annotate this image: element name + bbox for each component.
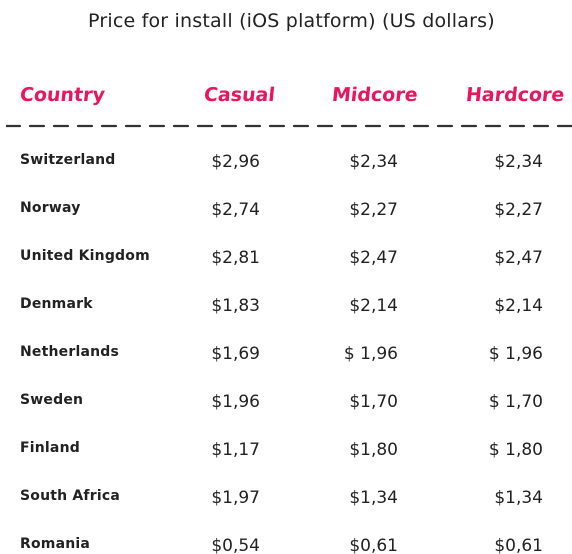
casual-price-cell: $1,17 xyxy=(211,440,260,460)
country-cell: Sweden xyxy=(20,392,84,408)
hardcore-price-cell: $0,61 xyxy=(494,536,543,554)
table-row: Sweden $1,96 $1,70 $ 1,70 xyxy=(0,392,572,432)
hardcore-price-cell: $2,34 xyxy=(494,152,543,172)
hardcore-price-cell: $2,47 xyxy=(494,248,543,268)
hardcore-price-cell: $ 1,80 xyxy=(488,440,543,460)
table-row: Switzerland $2,96 $2,34 $2,34 xyxy=(0,152,572,192)
country-cell: Romania xyxy=(20,536,91,552)
country-cell: United Kingdom xyxy=(20,248,150,264)
table-row: Norway $2,74 $2,27 $2,27 xyxy=(0,200,572,240)
table-row: Romania $0,54 $0,61 $0,61 xyxy=(0,536,572,554)
midcore-price-cell: $2,27 xyxy=(349,200,398,220)
table-row: Finland $1,17 $1,80 $ 1,80 xyxy=(0,440,572,480)
table-row: Netherlands $1,69 $ 1,96 $ 1,96 xyxy=(0,344,572,384)
hardcore-price-cell: $ 1,70 xyxy=(488,392,543,412)
hardcore-price-cell: $2,14 xyxy=(494,296,543,316)
midcore-price-cell: $2,14 xyxy=(349,296,398,316)
country-cell: Finland xyxy=(20,440,80,456)
midcore-price-cell: $ 1,96 xyxy=(343,344,398,364)
country-cell: Switzerland xyxy=(20,152,116,168)
hardcore-price-cell: $2,27 xyxy=(494,200,543,220)
dashed-divider xyxy=(6,124,572,128)
table-row: United Kingdom $2,81 $2,47 $2,47 xyxy=(0,248,572,288)
country-cell: Denmark xyxy=(20,296,93,312)
country-cell: Netherlands xyxy=(20,344,120,360)
midcore-price-cell: $1,70 xyxy=(349,392,398,412)
header-country: Country xyxy=(18,84,107,106)
table-title: Price for install (iOS platform) (US dol… xyxy=(88,10,495,32)
header-midcore: Midcore xyxy=(330,84,419,106)
casual-price-cell: $1,96 xyxy=(211,392,260,412)
header-casual: Casual xyxy=(202,84,277,106)
midcore-price-cell: $0,61 xyxy=(349,536,398,554)
hardcore-price-cell: $ 1,96 xyxy=(488,344,543,364)
hardcore-price-cell: $1,34 xyxy=(494,488,543,508)
casual-price-cell: $1,97 xyxy=(211,488,260,508)
country-cell: South Africa xyxy=(20,488,120,504)
casual-price-cell: $1,69 xyxy=(211,344,260,364)
table-row: Denmark $1,83 $2,14 $2,14 xyxy=(0,296,572,336)
table-row: South Africa $1,97 $1,34 $1,34 xyxy=(0,488,572,528)
midcore-price-cell: $1,80 xyxy=(349,440,398,460)
casual-price-cell: $2,74 xyxy=(211,200,260,220)
casual-price-cell: $1,83 xyxy=(211,296,260,316)
midcore-price-cell: $2,47 xyxy=(349,248,398,268)
header-hardcore: Hardcore xyxy=(464,84,566,106)
country-cell: Norway xyxy=(20,200,81,216)
midcore-price-cell: $2,34 xyxy=(349,152,398,172)
midcore-price-cell: $1,34 xyxy=(349,488,398,508)
casual-price-cell: $2,96 xyxy=(211,152,260,172)
casual-price-cell: $2,81 xyxy=(211,248,260,268)
casual-price-cell: $0,54 xyxy=(211,536,260,554)
